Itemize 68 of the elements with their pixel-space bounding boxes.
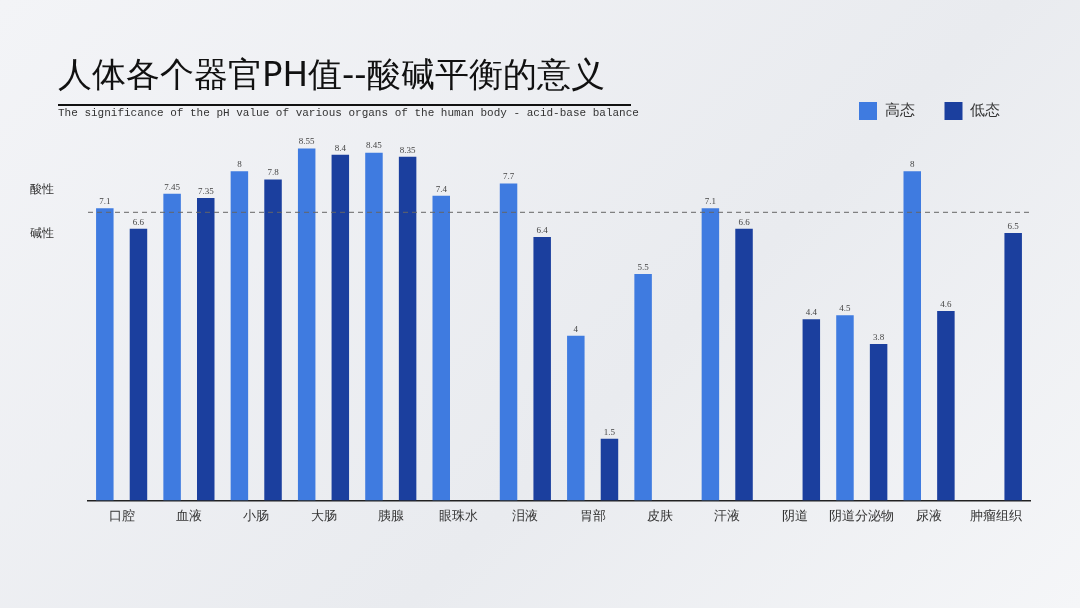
- data-label: 8: [237, 159, 243, 170]
- bar: [1004, 232, 1022, 501]
- data-label: 6.4: [536, 224, 549, 235]
- text: 碱性: [30, 226, 54, 241]
- bar: [432, 195, 450, 501]
- x-tick-label: 泪液: [512, 507, 539, 523]
- bar: [197, 197, 215, 501]
- bar: [533, 237, 551, 501]
- x-tick-label: 血液: [175, 507, 202, 523]
- bar: [297, 148, 316, 501]
- data-label: 8.35: [399, 144, 416, 155]
- bar: [701, 208, 720, 501]
- x-tick-label: 小肠: [243, 507, 270, 523]
- bar: [96, 208, 114, 501]
- data-label: 4: [573, 323, 579, 334]
- bar: [567, 335, 585, 501]
- bar: [499, 183, 518, 501]
- data-label: 7.4: [435, 183, 448, 194]
- data-label: 7.7: [502, 171, 515, 182]
- data-label: 5.5: [637, 261, 650, 272]
- chart-title: 人体各个器官PH值--酸碱平衡的意义: [58, 52, 631, 106]
- x-tick-label: 阴道: [781, 507, 808, 523]
- x-tick-label: 汗液: [714, 507, 741, 523]
- bar: [634, 274, 652, 501]
- bar: [937, 311, 955, 501]
- x-tick-label: 尿液: [916, 507, 943, 523]
- x-tick-label: 胃部: [579, 507, 606, 523]
- text: 酸性: [30, 182, 54, 197]
- legend-label: 高态: [884, 101, 915, 118]
- data-label: 7.45: [164, 181, 181, 192]
- data-label: 8: [910, 159, 915, 170]
- bar: [398, 156, 417, 501]
- bar: [163, 193, 181, 501]
- bar: [903, 171, 921, 501]
- data-label: 6.6: [738, 216, 751, 227]
- x-tick-label: 大肠: [310, 507, 337, 523]
- x-tick-label: 皮肤: [646, 507, 673, 523]
- data-label: 6.6: [132, 216, 145, 227]
- x-tick-label: 口腔: [108, 507, 135, 523]
- data-label: 8.55: [298, 136, 316, 147]
- x-tick-label: 胰腺: [377, 507, 404, 523]
- chart-subtitle: The significance of the pH value of various organs of the human body - acid-base balance: [58, 107, 639, 119]
- legend-label: 低态: [970, 101, 1000, 118]
- bar: [230, 171, 249, 501]
- bar: [129, 228, 148, 501]
- data-label: 7.1: [99, 196, 111, 207]
- bar: [836, 315, 854, 501]
- data-label: 7.35: [197, 185, 215, 196]
- x-tick-label: 眼珠水: [438, 507, 478, 523]
- data-label: 1.5: [603, 426, 616, 437]
- bar: [600, 438, 619, 501]
- data-label: 4.6: [940, 298, 953, 309]
- data-label: 3.8: [872, 331, 885, 342]
- x-tick-label: 阴道分泌物: [829, 507, 895, 523]
- data-label: 7.1: [704, 196, 717, 207]
- data-label: 6.5: [1007, 220, 1020, 231]
- bar: [365, 152, 383, 501]
- bar: [331, 154, 350, 501]
- bar: [735, 228, 753, 501]
- data-label: 8.45: [366, 140, 383, 151]
- bar: [802, 319, 821, 501]
- data-label: 7.8: [267, 167, 280, 178]
- data-label: 8.4: [334, 142, 347, 153]
- data-label: 4.4: [805, 307, 818, 318]
- bar: [869, 344, 888, 501]
- bar: [264, 179, 282, 501]
- x-tick-label: 肿瘤组织: [970, 507, 1023, 523]
- data-label: 4.5: [839, 303, 852, 314]
